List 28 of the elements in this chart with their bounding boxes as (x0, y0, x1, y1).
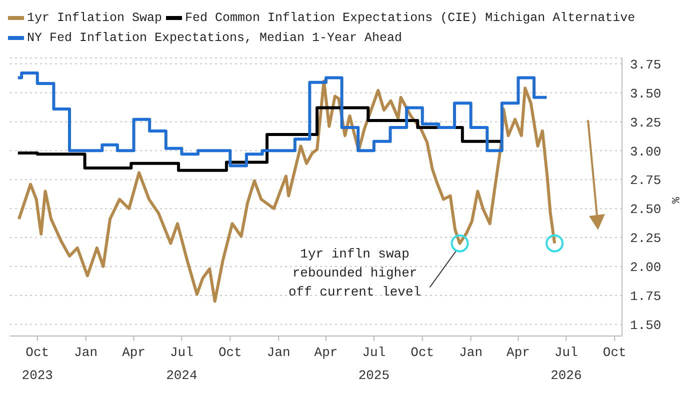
x-tick-label: Jan (459, 345, 483, 360)
y-axis-title: % (668, 197, 680, 204)
x-tick-label: Oct (218, 345, 242, 360)
x-tick-label: Jul 2026 (550, 345, 582, 383)
x-tick-label: Jul 2025 (358, 345, 390, 383)
y-tick-label: 2.75 (630, 173, 662, 188)
annotation: 1yr infln swap rebounded higher off current level (288, 246, 422, 300)
legend-label: Fed Common Inflation Expectations (CIE) Michigan Alternative (185, 11, 636, 25)
x-tick-label: Jul 2024 (166, 345, 198, 383)
x-tick-label: Jan (74, 345, 98, 360)
x-tick-label: Apr (314, 345, 338, 360)
legend-label: NY Fed Inflation Expectations, Median 1-Year Ahead (27, 31, 402, 45)
y-tick-label: 2.50 (630, 202, 662, 218)
legend-label: 1yr Inflation Swap (27, 11, 162, 25)
x-tick-label: Apr (506, 345, 530, 360)
y-tick-label: 1.50 (630, 318, 662, 334)
y-tick-label: 3.00 (630, 144, 662, 160)
x-tick-label: Oct 2023 (22, 345, 53, 383)
y-tick-label: 3.25 (630, 115, 662, 130)
x-tick-label: Oct (410, 345, 434, 360)
y-tick-label: 1.75 (630, 289, 662, 304)
y-tick-label: 3.50 (630, 86, 662, 102)
x-tick-label: Jan (266, 345, 290, 360)
y-tick-label: 2.25 (630, 231, 662, 246)
y-tick-label: 3.75 (630, 57, 662, 72)
y-tick-label: 2.00 (630, 260, 662, 276)
x-tick-label: Oct (602, 345, 626, 360)
x-tick-label: Apr (122, 345, 146, 360)
